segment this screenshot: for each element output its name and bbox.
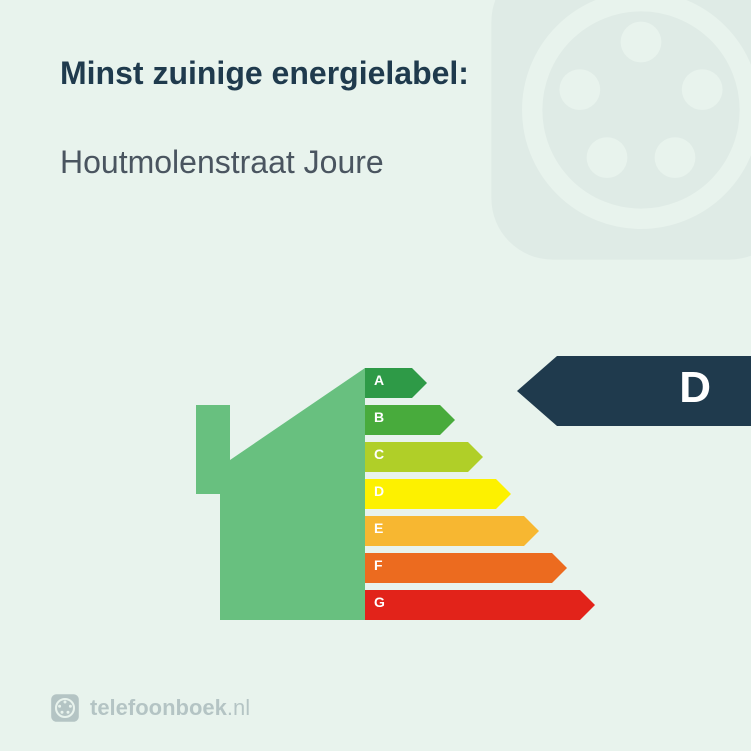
energy-bar-G: G [365, 590, 595, 620]
house-icon [158, 368, 365, 620]
footer-logo-icon [50, 693, 80, 723]
footer-brand: telefoonboek.nl [90, 695, 250, 721]
result-badge: D [517, 356, 751, 426]
result-badge-shape [517, 356, 751, 426]
energy-bar-shape [365, 590, 595, 620]
energy-bar-label: B [374, 409, 384, 425]
energy-bar-label: E [374, 520, 383, 536]
energy-bar-E: E [365, 516, 539, 546]
energy-bar-shape [365, 516, 539, 546]
footer-brand-tld: .nl [227, 695, 250, 720]
footer: telefoonboek.nl [50, 693, 250, 723]
energy-bar-label: C [374, 446, 384, 462]
energy-bar-C: C [365, 442, 483, 472]
energy-bar-D: D [365, 479, 511, 509]
energy-bar-B: B [365, 405, 455, 435]
energy-bar-label: A [374, 372, 384, 388]
energy-bar-shape [365, 553, 567, 583]
page-subtitle: Houtmolenstraat Joure [60, 144, 691, 181]
content: Minst zuinige energielabel: Houtmolenstr… [0, 0, 751, 751]
page-title: Minst zuinige energielabel: [60, 55, 691, 92]
energy-bar-label: F [374, 557, 383, 573]
energy-bar-shape [365, 479, 511, 509]
energy-bar-label: G [374, 594, 385, 610]
energy-bar-A: A [365, 368, 427, 398]
footer-brand-bold: telefoonboek [90, 695, 227, 720]
result-letter: D [679, 363, 711, 413]
energy-bar-F: F [365, 553, 567, 583]
energy-bar-label: D [374, 483, 384, 499]
